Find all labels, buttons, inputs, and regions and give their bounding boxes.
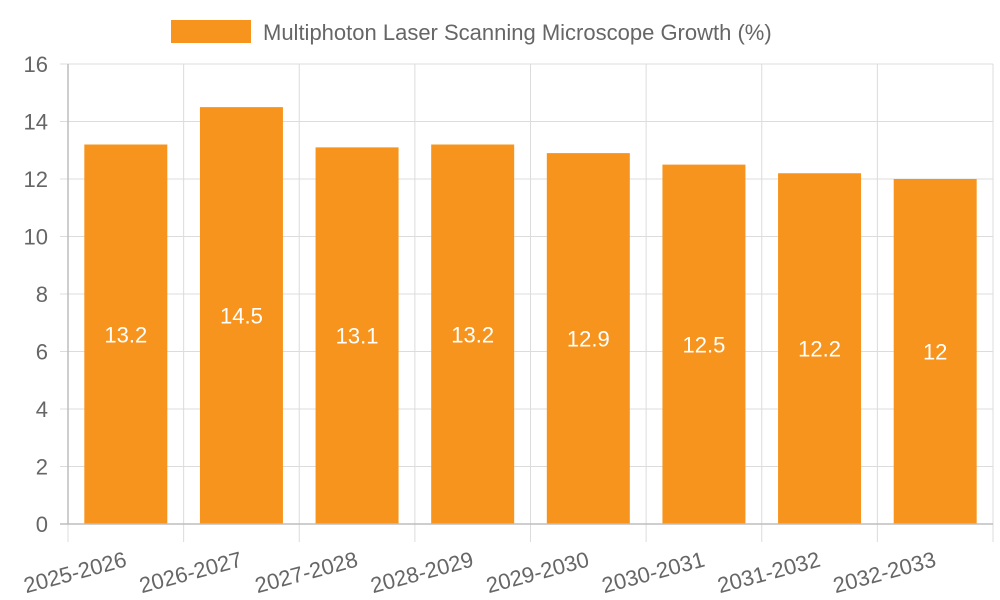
bar-data-label: 13.2 bbox=[451, 322, 494, 347]
bar-data-label: 12.5 bbox=[683, 332, 726, 357]
legend[interactable]: Multiphoton Laser Scanning Microscope Gr… bbox=[171, 20, 772, 45]
bar-data-label: 12.9 bbox=[567, 327, 610, 352]
bar[interactable] bbox=[662, 164, 746, 524]
bar-data-label: 14.5 bbox=[220, 304, 263, 329]
y-tick-label: 8 bbox=[36, 282, 48, 307]
y-tick-label: 4 bbox=[36, 397, 48, 422]
y-tick-label: 12 bbox=[24, 167, 48, 192]
x-tick-label: 2031-2032 bbox=[715, 547, 823, 598]
bar[interactable] bbox=[546, 153, 630, 524]
x-tick-label: 2029-2030 bbox=[484, 547, 592, 598]
y-tick-label: 10 bbox=[24, 225, 48, 250]
y-tick-label: 0 bbox=[36, 512, 48, 537]
bar-data-labels: 13.2 14.5 13.1 13.2 12.9 12.5 12.2 12 bbox=[104, 304, 947, 365]
bar[interactable] bbox=[84, 144, 168, 525]
x-tick-label: 2026-2027 bbox=[137, 547, 245, 598]
bar-data-label: 12 bbox=[923, 340, 947, 365]
y-tick-label: 2 bbox=[36, 455, 48, 480]
bars bbox=[84, 107, 977, 525]
bar[interactable] bbox=[778, 173, 862, 524]
y-tick-label: 16 bbox=[24, 52, 48, 77]
x-tick-label: 2030-2031 bbox=[599, 547, 707, 598]
bar[interactable] bbox=[893, 179, 977, 524]
y-tick-label: 14 bbox=[24, 110, 48, 135]
legend-label: Multiphoton Laser Scanning Microscope Gr… bbox=[263, 20, 772, 45]
bar[interactable] bbox=[315, 147, 399, 524]
bar-data-label: 13.2 bbox=[104, 322, 147, 347]
y-tick-label: 6 bbox=[36, 340, 48, 365]
x-tick-label: 2025-2026 bbox=[21, 547, 129, 598]
bar[interactable] bbox=[199, 107, 283, 524]
x-tick-label: 2027-2028 bbox=[252, 547, 360, 598]
bar-data-label: 13.1 bbox=[336, 324, 379, 349]
legend-swatch bbox=[171, 20, 251, 43]
bar-data-label: 12.2 bbox=[798, 337, 841, 362]
x-tick-label: 2028-2029 bbox=[368, 547, 476, 598]
bar[interactable] bbox=[431, 144, 515, 525]
x-tick-label: 2032-2033 bbox=[830, 547, 938, 598]
